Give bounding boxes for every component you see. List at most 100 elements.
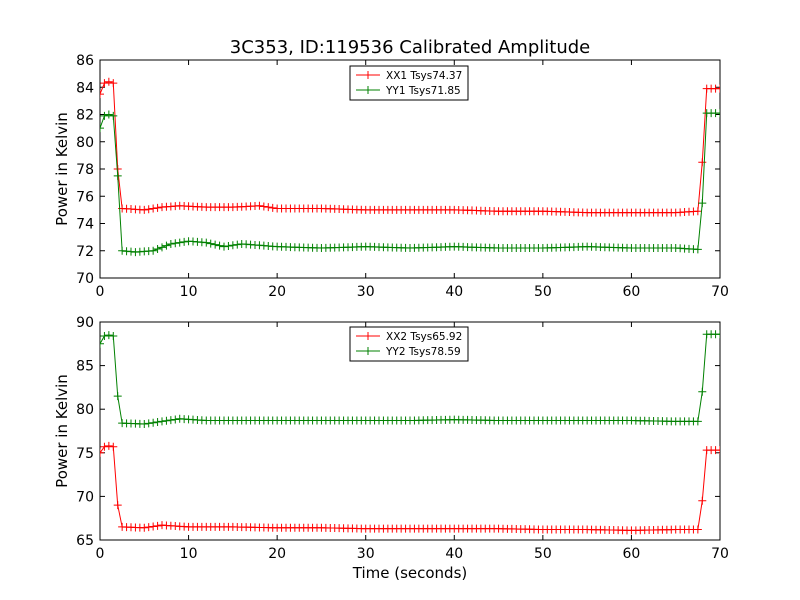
data-point-marker <box>153 521 162 530</box>
legend-marker <box>364 332 372 340</box>
data-point-marker <box>211 240 220 249</box>
x-tick-label: 60 <box>623 284 641 300</box>
x-tick-label: 60 <box>623 546 641 562</box>
data-point-marker <box>255 201 264 210</box>
data-point-marker <box>113 171 122 180</box>
data-point-marker <box>100 331 109 340</box>
y-tick-label: 84 <box>76 80 94 96</box>
series-2 <box>100 109 720 257</box>
data-point-marker <box>698 199 707 208</box>
data-point-marker <box>228 241 237 250</box>
chart-title: 3C353, ID:119536 Calibrated Amplitude <box>230 37 590 58</box>
data-point-marker <box>220 242 228 251</box>
data-point-marker <box>109 111 118 120</box>
data-point-marker <box>202 238 211 247</box>
legend: XX1 Tsys74.37 YY1 Tsys71.85 <box>349 65 469 101</box>
y-tick-label: 75 <box>76 446 94 462</box>
data-point-marker <box>113 392 122 401</box>
legend-label: XX1 Tsys74.37 <box>386 70 462 82</box>
series-line <box>100 81 720 214</box>
data-point-marker <box>140 523 149 532</box>
x-tick-label: 20 <box>268 284 286 300</box>
y-tick-label: 80 <box>76 402 94 418</box>
data-point-marker <box>698 158 707 167</box>
x-tick-label: 50 <box>534 284 552 300</box>
y-tick-label: 70 <box>76 271 94 287</box>
data-point-marker <box>162 241 171 250</box>
data-point-marker <box>224 241 233 250</box>
legend-box <box>349 326 469 362</box>
data-point-marker <box>153 245 162 254</box>
y-tick-label: 78 <box>76 162 94 178</box>
data-point-marker <box>233 240 242 249</box>
data-point-marker <box>716 446 720 455</box>
data-point-marker <box>716 330 720 339</box>
y-tick-label: 65 <box>76 533 94 549</box>
data-point-marker <box>166 239 175 248</box>
x-tick-label: 70 <box>711 546 729 562</box>
data-point-marker <box>716 109 720 118</box>
x-tick-label: 40 <box>445 546 463 562</box>
y-tick-label: 70 <box>76 489 94 505</box>
data-point-marker <box>162 416 171 425</box>
data-point-marker <box>171 415 180 424</box>
series-1 <box>100 441 720 535</box>
data-point-marker <box>153 203 162 212</box>
data-point-marker <box>144 205 153 214</box>
x-tick-label: 70 <box>711 284 729 300</box>
legend-label: XX2 Tsys65.92 <box>386 331 462 343</box>
series-line <box>100 445 720 531</box>
axes-frame <box>99 321 721 541</box>
y-tick-label: 90 <box>76 315 94 331</box>
legend-label: YY1 Tsys71.85 <box>385 85 461 97</box>
legend-marker <box>364 347 372 355</box>
x-tick-label: 10 <box>180 284 198 300</box>
legend-marker <box>364 71 372 79</box>
series-1 <box>100 77 720 217</box>
x-tick-label: 20 <box>268 546 286 562</box>
data-point-marker <box>268 203 277 212</box>
data-point-marker <box>264 203 273 212</box>
data-point-marker <box>149 246 158 255</box>
data-point-marker <box>140 205 149 214</box>
x-tick-label: 30 <box>357 284 375 300</box>
data-point-marker <box>698 387 707 396</box>
x-tick-label: 10 <box>180 546 198 562</box>
data-point-marker <box>100 339 104 348</box>
y-tick-label: 82 <box>76 108 94 124</box>
data-point-marker <box>104 110 113 119</box>
x-tick-label: 0 <box>96 546 105 562</box>
data-point-marker <box>104 331 113 340</box>
data-point-marker <box>180 237 189 246</box>
data-point-marker <box>171 239 180 248</box>
x-tick-label: 30 <box>357 546 375 562</box>
panel-2: 0 10 20 30 40 50 60 70 65 70 75 80 85 90 Power in Kelv… <box>53 315 729 562</box>
legend-box <box>349 65 469 101</box>
y-tick-label: 76 <box>76 189 94 205</box>
series-line <box>100 112 720 253</box>
panel-1: 0 10 20 30 40 50 60 70 70 72 74 76 78 80 82 84 86 Power i… <box>53 53 729 300</box>
data-point-marker <box>149 418 158 427</box>
data-point-marker <box>100 124 104 133</box>
data-point-marker <box>175 238 184 247</box>
data-point-marker <box>716 84 720 93</box>
legend: XX2 Tsys65.92 YY2 Tsys78.59 <box>349 326 469 362</box>
x-tick-label: 0 <box>96 284 105 300</box>
data-point-marker <box>206 239 215 248</box>
legend-marker <box>364 86 372 94</box>
data-point-marker <box>166 416 175 425</box>
data-point-marker <box>153 418 162 427</box>
data-point-marker <box>693 525 702 534</box>
data-point-marker <box>693 417 702 426</box>
data-point-marker <box>100 79 109 88</box>
data-point-marker <box>149 204 158 213</box>
data-point-marker <box>259 202 268 211</box>
data-point-marker <box>693 245 702 254</box>
x-tick-label: 50 <box>534 546 552 562</box>
data-point-marker <box>100 90 104 99</box>
y-tick-label: 86 <box>76 53 94 69</box>
data-point-marker <box>100 111 109 120</box>
data-point-marker <box>104 441 113 450</box>
x-axis-label: Time (seconds) <box>352 564 468 582</box>
data-point-marker <box>109 331 118 340</box>
